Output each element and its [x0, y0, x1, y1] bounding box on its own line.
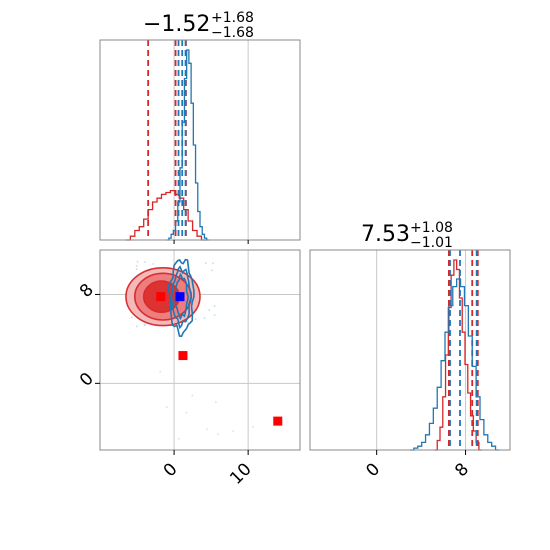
blue-contour-0 [167, 258, 195, 338]
sample-point [206, 428, 209, 431]
sample-point [251, 425, 254, 428]
title-y-marginal: 7.53 +1.08 −1.01 [361, 220, 453, 251]
title-y-base: 7.53 [361, 222, 410, 247]
sample-point [165, 406, 168, 409]
histogram-step-0 [434, 259, 482, 451]
sample-point [143, 261, 146, 264]
sample-point [130, 316, 133, 319]
sample-point [185, 411, 188, 414]
scatter-panel: 0 10 0 8 [76, 249, 301, 489]
sample-point [143, 324, 146, 327]
title-x-base: −1.52 [143, 12, 210, 37]
histogram-step-1 [166, 49, 209, 241]
histogram-step-1 [410, 278, 500, 451]
sample-point [159, 370, 162, 373]
sample-point [135, 268, 138, 271]
blue-contour-1 [171, 265, 193, 330]
red-marker [178, 351, 188, 361]
sample-point [232, 430, 235, 433]
sample-point [136, 260, 139, 263]
x-tick-label: 10 [226, 459, 255, 488]
sample-point [208, 309, 211, 312]
sample-point [212, 262, 215, 265]
histogram-panel-x [99, 39, 301, 244]
sample-point [135, 265, 138, 268]
sample-point [135, 325, 138, 328]
red-marker [156, 292, 166, 302]
title-y-sub: −1.01 [410, 235, 453, 251]
x-tick-label: 8 [451, 459, 473, 481]
title-x-sub: −1.68 [211, 25, 254, 41]
title-x-sup: +1.68 [211, 10, 254, 26]
title-x-marginal: −1.52 +1.68 −1.68 [143, 10, 254, 41]
sample-point [177, 437, 180, 440]
sample-point [204, 262, 207, 265]
sample-point [211, 269, 214, 272]
panel-frame [99, 249, 301, 451]
scatter-plot-area [100, 250, 300, 450]
blue-marker [175, 292, 185, 302]
sample-point [191, 394, 194, 397]
y-tick-label: 0 [76, 369, 98, 391]
sample-point [213, 305, 216, 308]
sample-point [213, 314, 216, 317]
x-tick-label: 0 [362, 459, 384, 481]
y-tick-label: 8 [76, 280, 98, 302]
sample-point [194, 317, 197, 320]
red-marker [273, 416, 283, 426]
panel-frame [309, 249, 511, 451]
sample-point [152, 263, 155, 266]
sample-point [214, 401, 217, 404]
title-y-sup: +1.08 [410, 220, 453, 236]
histogram-step-0 [125, 189, 206, 241]
sample-point [203, 317, 206, 320]
panel-frame [99, 39, 301, 241]
sample-point [187, 321, 190, 324]
x-tick-label: 0 [160, 459, 182, 481]
sample-point [216, 433, 219, 436]
